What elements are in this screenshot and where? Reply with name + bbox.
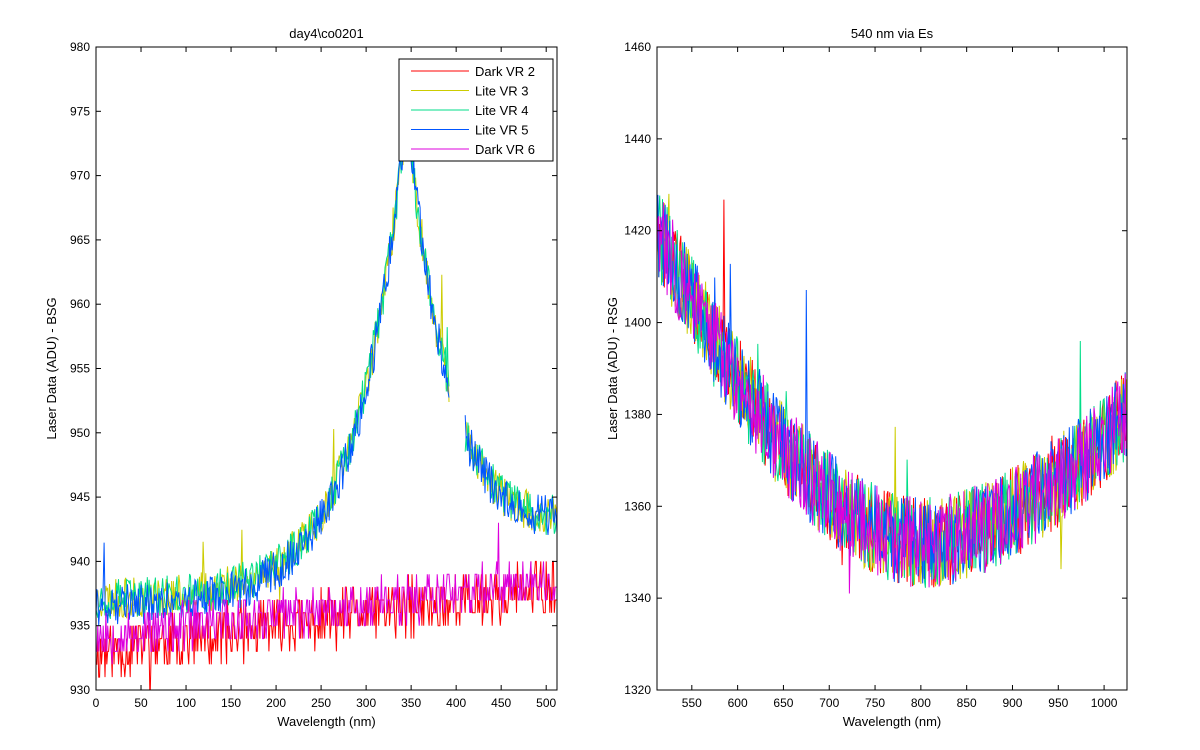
left-xtick-label: 500 — [536, 696, 556, 710]
right-ytick-label: 1340 — [624, 591, 651, 605]
right-xtick-label: 550 — [682, 696, 702, 710]
left-ytick-label: 980 — [70, 40, 90, 54]
right-xtick-label: 900 — [1002, 696, 1022, 710]
right-xtick-label: 950 — [1048, 696, 1068, 710]
legend-entry: Dark VR 2 — [475, 64, 535, 79]
left-chart: 0 50 100 150 200 250 300 350 400 450 500 930 935 940 9… — [44, 26, 558, 729]
left-ylabel: Laser Data (ADU) - BSG — [44, 297, 59, 439]
right-xlabel: Wavelength (nm) — [843, 714, 942, 729]
right-ytick-label: 1460 — [624, 40, 651, 54]
left-xtick-label: 200 — [266, 696, 286, 710]
left-ytick-label: 935 — [70, 619, 90, 633]
right-axes-box — [656, 46, 1128, 691]
right-ytick-label: 1380 — [624, 407, 651, 421]
right-chart: 550 600 650 700 750 800 850 900 950 1000 1320 1340 1… — [605, 26, 1128, 729]
left-ytick-label: 955 — [70, 362, 90, 376]
left-ytick-label: 940 — [70, 554, 90, 568]
left-xtick-label: 150 — [221, 696, 241, 710]
right-xtick-label: 1000 — [1091, 696, 1118, 710]
right-series-group — [657, 193, 1127, 594]
right-ytick-label: 1440 — [624, 132, 651, 146]
left-xtick-label: 400 — [446, 696, 466, 710]
right-xtick-label: 850 — [957, 696, 977, 710]
left-title: day4\co0201 — [289, 26, 363, 41]
left-xtick-label: 300 — [356, 696, 376, 710]
left-xtick-label: 50 — [134, 696, 148, 710]
right-xtick-label: 600 — [728, 696, 748, 710]
left-series-dark-vr-6 — [96, 522, 557, 665]
right-ylabel: Laser Data (ADU) - RSG — [605, 297, 620, 440]
legend-entry: Lite VR 3 — [475, 84, 528, 99]
right-xtick-label: 750 — [865, 696, 885, 710]
left-series-group — [96, 70, 557, 690]
left-series-lite-vr-5 — [96, 70, 557, 626]
left-ytick-label: 945 — [70, 490, 90, 504]
left-xtick-label: 350 — [401, 696, 421, 710]
right-xtick-label: 800 — [911, 696, 931, 710]
left-ytick-label: 960 — [70, 297, 90, 311]
left-ytick-label: 975 — [70, 104, 90, 118]
right-xtick-label: 700 — [819, 696, 839, 710]
right-ytick-label: 1320 — [624, 683, 651, 697]
left-xlabel: Wavelength (nm) — [277, 714, 376, 729]
legend-entry: Dark VR 6 — [475, 142, 535, 157]
left-ytick-label: 950 — [70, 426, 90, 440]
right-series-dark-vr-6 — [657, 202, 1127, 594]
left-xtick-label: 100 — [176, 696, 196, 710]
left-xtick-label: 450 — [491, 696, 511, 710]
left-xtick-label: 0 — [93, 696, 100, 710]
right-ytick-label: 1360 — [624, 499, 651, 513]
right-xtick-label: 650 — [773, 696, 793, 710]
legend-entry: Lite VR 5 — [475, 123, 528, 138]
right-title: 540 nm via Es — [851, 26, 934, 41]
left-ytick-label: 970 — [70, 169, 90, 183]
right-ytick-label: 1420 — [624, 224, 651, 238]
left-ytick-label: 930 — [70, 683, 90, 697]
left-legend: Dark VR 2 Lite VR 3 Lite VR 4 Lite VR 5 Dark… — [398, 58, 554, 162]
left-ytick-label: 965 — [70, 233, 90, 247]
right-ytick-label: 1400 — [624, 316, 651, 330]
legend-entry: Lite VR 4 — [475, 103, 528, 118]
left-xtick-label: 250 — [311, 696, 331, 710]
